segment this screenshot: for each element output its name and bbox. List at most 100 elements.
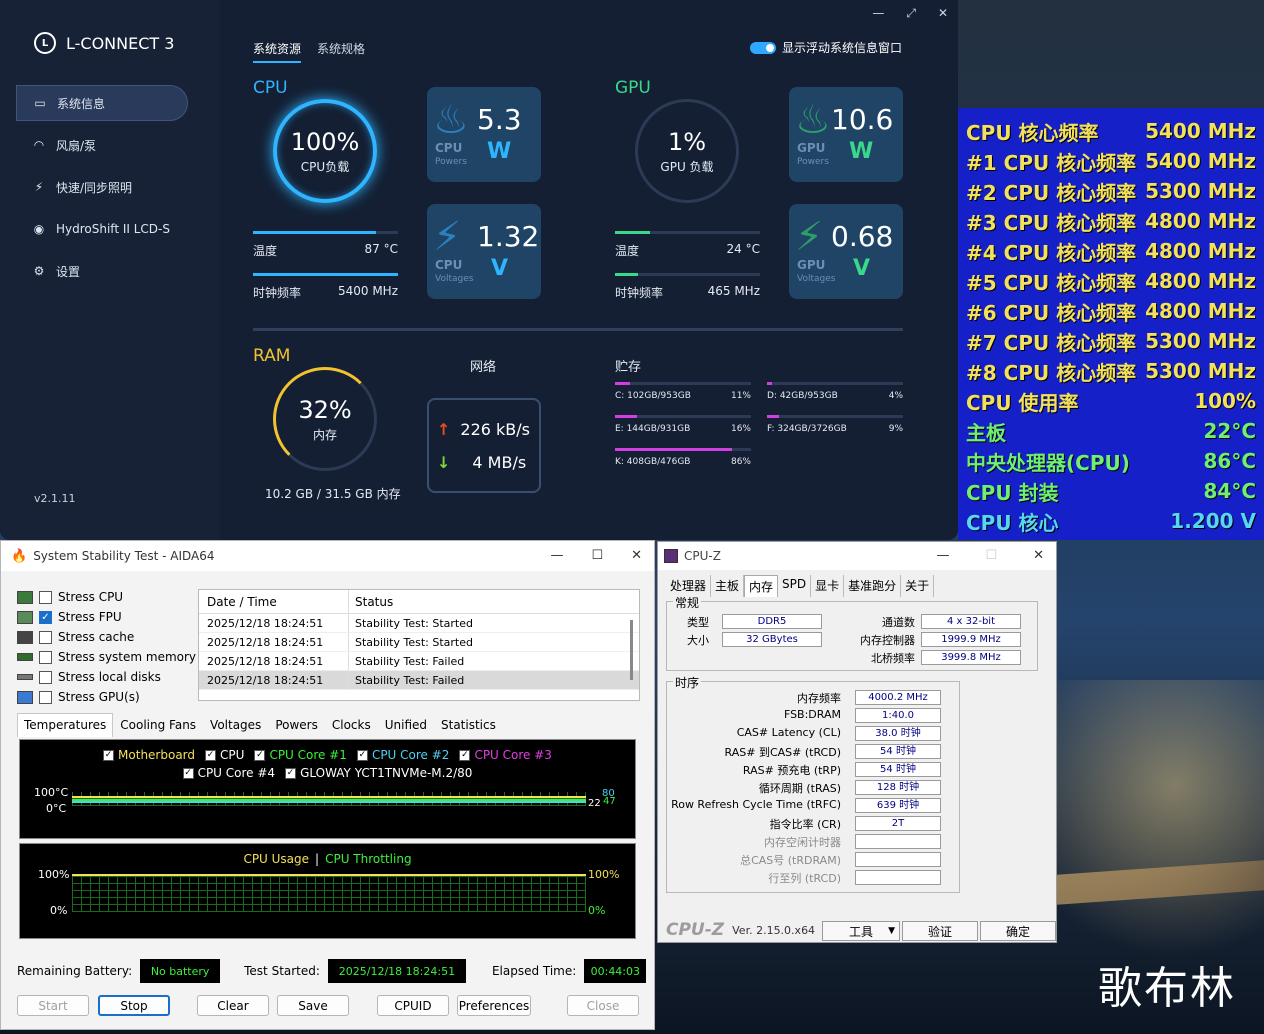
tab-temperatures[interactable]: Temperatures <box>17 713 114 737</box>
osd-label: 中央处理器(CPU) <box>966 450 1130 475</box>
tab-about[interactable]: 关于 <box>901 575 935 597</box>
floating-window-toggle[interactable] <box>750 41 776 54</box>
osd-value: 5300 MHz <box>1145 359 1256 383</box>
sidebar-item-settings[interactable]: ⚙ 设置 <box>16 253 188 289</box>
tab-powers[interactable]: Powers <box>275 718 318 732</box>
log-row[interactable]: 2025/12/18 18:24:51 Stability Test: Start… <box>199 633 639 652</box>
cpu-usage-graph: CPU Usage | CPU Throttling 100% 0% 100% … <box>19 843 636 939</box>
legend-checkbox[interactable]: ✓ <box>459 749 471 761</box>
stress-cpu-option[interactable]: Stress CPU <box>17 587 196 607</box>
maximize-icon[interactable]: ☐ <box>591 548 604 563</box>
stress-cache-option[interactable]: Stress cache <box>17 627 196 647</box>
tab-voltages[interactable]: Voltages <box>210 718 262 732</box>
tab-spd[interactable]: SPD <box>778 575 812 597</box>
drive-f: F: 324GB/3726GB 9% <box>767 415 903 434</box>
log-scrollbar[interactable] <box>630 620 633 680</box>
tab-memory[interactable]: 内存 <box>744 575 779 597</box>
legend-checkbox[interactable]: ✓ <box>103 749 115 761</box>
usage-right-bottom: 0% <box>588 904 606 917</box>
cpu-temp-label: 温度 <box>253 244 278 258</box>
tab-system-resources[interactable]: 系统资源 <box>253 40 302 63</box>
usage-legend: CPU Usage | CPU Throttling <box>20 850 635 868</box>
osd-label: #4 CPU 核心频率 <box>966 240 1137 265</box>
gpu-temp-label: 温度 <box>615 244 640 258</box>
stress-fpu-checkbox[interactable]: ✓ <box>39 610 52 624</box>
aida64-graph-tabs: Temperatures Cooling Fans Voltages Power… <box>17 713 503 737</box>
tab-mainboard[interactable]: 主板 <box>711 575 745 597</box>
gpu-clock-row: 时钟频率 465 MHz <box>615 273 760 301</box>
tab-cooling-fans[interactable]: Cooling Fans <box>120 718 197 732</box>
legend-checkbox[interactable]: ✓ <box>182 767 194 779</box>
close-icon[interactable]: ✕ <box>1033 548 1044 563</box>
stress-disks-option[interactable]: Stress local disks <box>17 667 196 687</box>
osd-row: #5 CPU 核心频率 4800 MHz <box>966 266 1256 296</box>
tab-clocks[interactable]: Clocks <box>331 718 371 732</box>
tab-processor[interactable]: 处理器 <box>666 575 712 597</box>
stress-cpu-checkbox[interactable] <box>39 590 52 604</box>
log-row[interactable]: 2025/12/18 18:24:51 Stability Test: Faile… <box>199 652 639 671</box>
log-row[interactable]: 2025/12/18 18:24:51 Stability Test: Start… <box>199 614 639 633</box>
stress-gpu-checkbox[interactable] <box>39 690 52 704</box>
close-button[interactable]: Close <box>567 995 639 1016</box>
sidebar-item-system-info[interactable]: ▭ 系统信息 <box>16 85 188 121</box>
log-col-status[interactable]: Status <box>355 594 394 609</box>
stop-button[interactable]: Stop <box>98 995 170 1016</box>
sidebar-item-hydroshift[interactable]: ◉ HydroShift II LCD-S <box>16 211 188 247</box>
legend-checkbox[interactable]: ✓ <box>205 749 217 761</box>
timing-label: 内存空闲计时器 <box>764 836 841 849</box>
sidebar-item-fan-pump[interactable]: ◠ 风扇/泵 <box>16 127 188 163</box>
stress-cache-checkbox[interactable] <box>39 630 52 644</box>
clear-button[interactable]: Clear <box>197 995 269 1016</box>
temp-line-motherboard <box>72 796 586 798</box>
tab-statistics[interactable]: Statistics <box>441 718 496 732</box>
legend-item[interactable]: ✓ CPU Core #1 <box>254 748 347 762</box>
gear-icon: ⚙ <box>33 264 45 278</box>
validate-button[interactable]: 验证 <box>902 921 978 941</box>
stress-memory-option[interactable]: Stress system memory <box>17 647 196 667</box>
legend-item[interactable]: ✓ GLOWAY YCT1TNVMe-M.2/80 <box>285 766 472 780</box>
osd-label: #7 CPU 核心频率 <box>966 330 1137 355</box>
disk-icon <box>17 674 33 680</box>
ok-button[interactable]: 确定 <box>980 921 1056 941</box>
start-button[interactable]: Start <box>17 995 89 1016</box>
minimize-icon[interactable]: — <box>872 6 885 20</box>
legend-item[interactable]: ✓ CPU Core #2 <box>356 748 449 762</box>
preferences-button[interactable]: Preferences <box>457 995 531 1016</box>
legend-item[interactable]: ✓ Motherboard <box>103 748 195 762</box>
minimize-icon[interactable]: — <box>550 548 564 563</box>
minimize-icon[interactable]: — <box>936 548 950 563</box>
maximize-icon[interactable]: ⤢ <box>906 6 916 20</box>
temp-axis-top: 100°C <box>34 786 69 799</box>
osd-label: #5 CPU 核心频率 <box>966 270 1137 295</box>
legend-item[interactable]: ✓ CPU Core #4 <box>182 766 276 780</box>
stress-gpu-option[interactable]: Stress GPU(s) <box>17 687 196 707</box>
legend-label: CPU Core #4 <box>197 766 276 780</box>
stress-memory-checkbox[interactable] <box>39 650 52 664</box>
lconnect-logo: L L-CONNECT 3 <box>34 32 174 54</box>
app-name: L-CONNECT 3 <box>66 33 175 53</box>
legend-label: CPU Core #3 <box>474 748 552 762</box>
log-col-datetime[interactable]: Date / Time <box>199 590 349 613</box>
close-icon[interactable]: ✕ <box>937 6 948 20</box>
tab-system-specs[interactable]: 系统规格 <box>317 42 366 56</box>
legend-item[interactable]: ✓ CPU <box>205 748 244 762</box>
temperature-graph: ✓ Motherboard ✓ CPU ✓ CPU Core #1 ✓ CPU Core #2… <box>19 739 636 839</box>
tab-bench[interactable]: 基准跑分 <box>844 575 902 597</box>
tools-button[interactable]: 工具 ▼ <box>822 921 900 941</box>
osd-row: #8 CPU 核心频率 5300 MHz <box>966 356 1256 386</box>
save-button[interactable]: Save <box>277 995 349 1016</box>
sidebar-item-lighting[interactable]: ⚡ 快速/同步照明 <box>16 169 188 205</box>
maximize-icon: ☐ <box>985 548 998 563</box>
close-icon[interactable]: ✕ <box>631 548 642 563</box>
legend-checkbox[interactable]: ✓ <box>356 749 368 761</box>
tab-graphics[interactable]: 显卡 <box>811 575 845 597</box>
stability-log[interactable]: Date / Time Status 2025/12/18 18:24:51 St… <box>198 589 640 701</box>
legend-checkbox[interactable]: ✓ <box>254 749 266 761</box>
stress-fpu-option[interactable]: ✓ Stress FPU <box>17 607 196 627</box>
log-row[interactable]: 2025/12/18 18:24:51 Stability Test: Faile… <box>199 671 639 690</box>
cpuid-button[interactable]: CPUID <box>377 995 449 1016</box>
stress-disks-checkbox[interactable] <box>39 670 52 684</box>
legend-item[interactable]: ✓ CPU Core #3 <box>459 748 552 762</box>
legend-checkbox[interactable]: ✓ <box>285 767 297 779</box>
tab-unified[interactable]: Unified <box>384 718 427 732</box>
